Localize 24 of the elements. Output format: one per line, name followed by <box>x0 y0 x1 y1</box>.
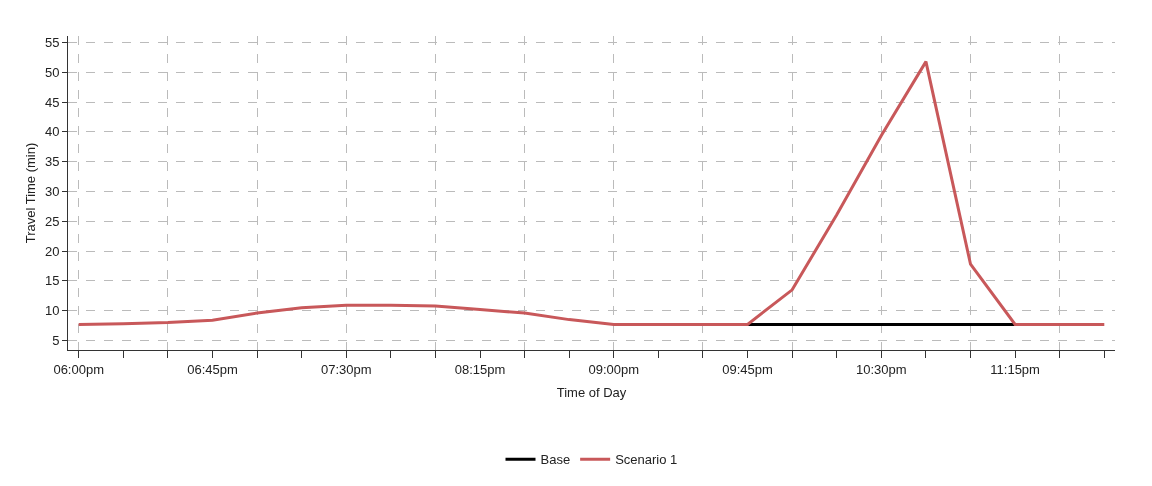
y-axis-title: Travel Time (min) <box>22 142 38 244</box>
y-tick-label: 35 <box>44 154 60 170</box>
y-tick-label: 40 <box>44 124 60 140</box>
y-tick-label: 25 <box>44 213 60 229</box>
legend-label: Scenario 1 <box>615 452 678 468</box>
x-tick-label: 11:15pm <box>990 361 1040 377</box>
x-tick-label: 10:30pm <box>856 361 907 377</box>
x-tick-label: 06:45pm <box>187 361 238 377</box>
y-tick-label: 10 <box>44 303 60 319</box>
x-tick-label: 08:15pm <box>454 361 506 377</box>
y-tick-label: 55 <box>44 35 60 51</box>
x-axis-title: Time of Day <box>556 385 627 401</box>
y-tick-label: 50 <box>44 64 60 80</box>
y-tick-label: 5 <box>52 333 60 349</box>
line-series <box>77 60 1106 326</box>
x-tick-label: 06:00pm <box>53 361 104 377</box>
x-tick-label: 09:00pm <box>588 361 640 377</box>
y-tick-label: 45 <box>44 94 60 110</box>
legend-label: Base <box>540 452 571 468</box>
y-tick-label: 20 <box>44 243 60 259</box>
x-tick-label: 09:45pm <box>722 361 773 377</box>
y-tick-label: 30 <box>44 184 60 200</box>
y-tick-label: 15 <box>44 273 60 289</box>
x-tick-label: 07:30pm <box>320 361 372 377</box>
